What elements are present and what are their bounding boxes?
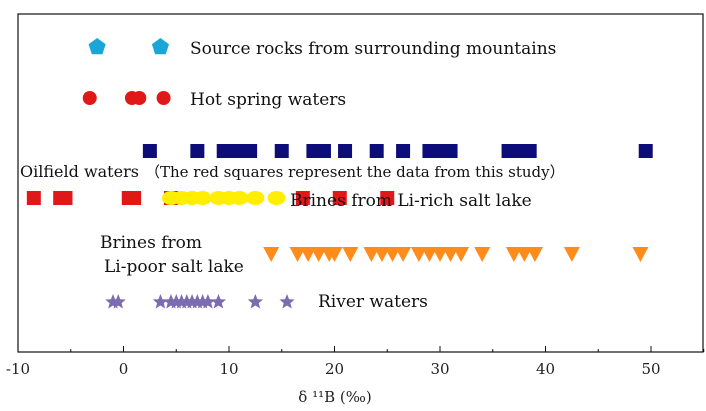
x-tick-label: -10 xyxy=(6,360,30,378)
label-li-poor-2: Li-poor salt lake xyxy=(104,257,244,277)
label-li-rich: Brines from Li-rich salt lake xyxy=(290,191,532,211)
data-point-square xyxy=(443,144,458,158)
data-point-triangle-down xyxy=(373,247,390,262)
data-point-square xyxy=(295,191,310,205)
data-point-pentagon xyxy=(151,38,169,55)
data-point-circle xyxy=(82,91,97,105)
data-point-triangle-down xyxy=(363,247,380,262)
x-tick-label: 40 xyxy=(536,360,555,378)
data-point-circle xyxy=(132,91,147,105)
data-point-star xyxy=(152,294,168,309)
data-point-ellipse xyxy=(230,191,249,205)
data-point-square xyxy=(232,144,247,158)
x-tick-label: 30 xyxy=(430,360,449,378)
data-point-triangle-down xyxy=(632,247,649,262)
data-point-triangle-down xyxy=(289,247,306,262)
data-point-square xyxy=(522,144,537,158)
data-point-star xyxy=(279,294,295,309)
data-point-triangle-down xyxy=(395,247,412,262)
data-point-square xyxy=(216,144,231,158)
data-point-ellipse xyxy=(193,191,212,205)
x-tick-label: 20 xyxy=(325,360,344,378)
data-point-square xyxy=(380,191,395,205)
data-point-triangle-down xyxy=(563,247,580,262)
data-point-triangle-down xyxy=(432,247,448,262)
data-point-square xyxy=(306,144,321,158)
x-tick-label: 50 xyxy=(641,360,660,378)
x-axis-ticks: -10 0 10 20 30 40 50 xyxy=(6,346,705,378)
data-point-square xyxy=(243,144,258,158)
data-point-star xyxy=(247,294,263,309)
x-tick-label: 10 xyxy=(219,360,238,378)
data-point-square xyxy=(369,144,384,158)
data-point-square xyxy=(638,144,653,158)
data-point-square xyxy=(274,144,289,158)
data-point-square xyxy=(127,191,142,205)
data-point-square xyxy=(501,144,516,158)
data-point-triangle-down xyxy=(453,247,470,262)
data-point-triangle-down xyxy=(516,247,533,262)
data-point-triangle-down xyxy=(300,247,317,262)
data-point-triangle-down xyxy=(342,247,359,262)
data-point-square xyxy=(422,144,437,158)
label-oilfield: Oilfield waters （The red squares represen… xyxy=(20,162,565,181)
data-point-square xyxy=(316,144,331,158)
data-point-square xyxy=(396,144,411,158)
plot-frame xyxy=(17,13,704,353)
data-point-square xyxy=(58,191,73,205)
data-point-triangle-down xyxy=(410,247,427,262)
data-point-triangle-down xyxy=(421,247,438,262)
data-point-circle xyxy=(156,91,171,105)
x-tick-label: 0 xyxy=(119,360,129,378)
data-point-triangle-down xyxy=(263,247,280,262)
data-point-star xyxy=(200,294,216,309)
label-river: River waters xyxy=(318,292,428,312)
label-oilfield-note: （The red squares represent the data from… xyxy=(145,163,565,181)
x-axis-label: δ ¹¹B (‰) xyxy=(298,388,371,406)
data-point-triangle-down xyxy=(326,247,343,262)
label-source-rocks: Source rocks from surrounding mountains xyxy=(190,39,556,59)
data-point-triangle-down xyxy=(505,247,522,262)
label-oilfield-name: Oilfield waters xyxy=(20,162,139,181)
data-marks xyxy=(26,38,653,309)
data-point-square xyxy=(26,191,41,205)
data-point-square xyxy=(190,144,205,158)
data-point-square xyxy=(332,191,347,205)
data-point-square xyxy=(338,144,353,158)
label-li-poor-1: Brines from xyxy=(100,233,202,253)
label-hot-spring: Hot spring waters xyxy=(190,90,346,110)
data-point-square xyxy=(433,144,447,158)
data-point-ellipse xyxy=(267,191,286,205)
data-point-triangle-down xyxy=(384,247,401,262)
data-point-triangle-down xyxy=(310,247,327,262)
data-point-triangle-down xyxy=(442,247,459,262)
data-point-star xyxy=(110,294,126,309)
data-point-triangle-down xyxy=(474,247,491,262)
data-point-star xyxy=(210,294,227,309)
data-point-ellipse xyxy=(246,191,265,205)
data-point-triangle-down xyxy=(526,247,543,262)
data-point-square xyxy=(142,144,157,158)
data-point-square xyxy=(512,144,527,158)
data-point-pentagon xyxy=(88,38,106,55)
